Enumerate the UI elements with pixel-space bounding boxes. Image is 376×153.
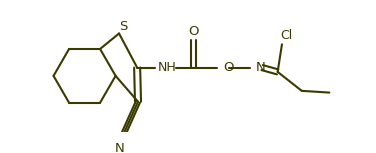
Text: NH: NH: [158, 61, 177, 74]
Text: O: O: [223, 61, 234, 74]
Text: S: S: [119, 20, 127, 33]
Text: N: N: [256, 61, 266, 74]
Text: Cl: Cl: [280, 29, 293, 42]
Text: O: O: [188, 25, 199, 38]
Text: N: N: [115, 142, 125, 153]
